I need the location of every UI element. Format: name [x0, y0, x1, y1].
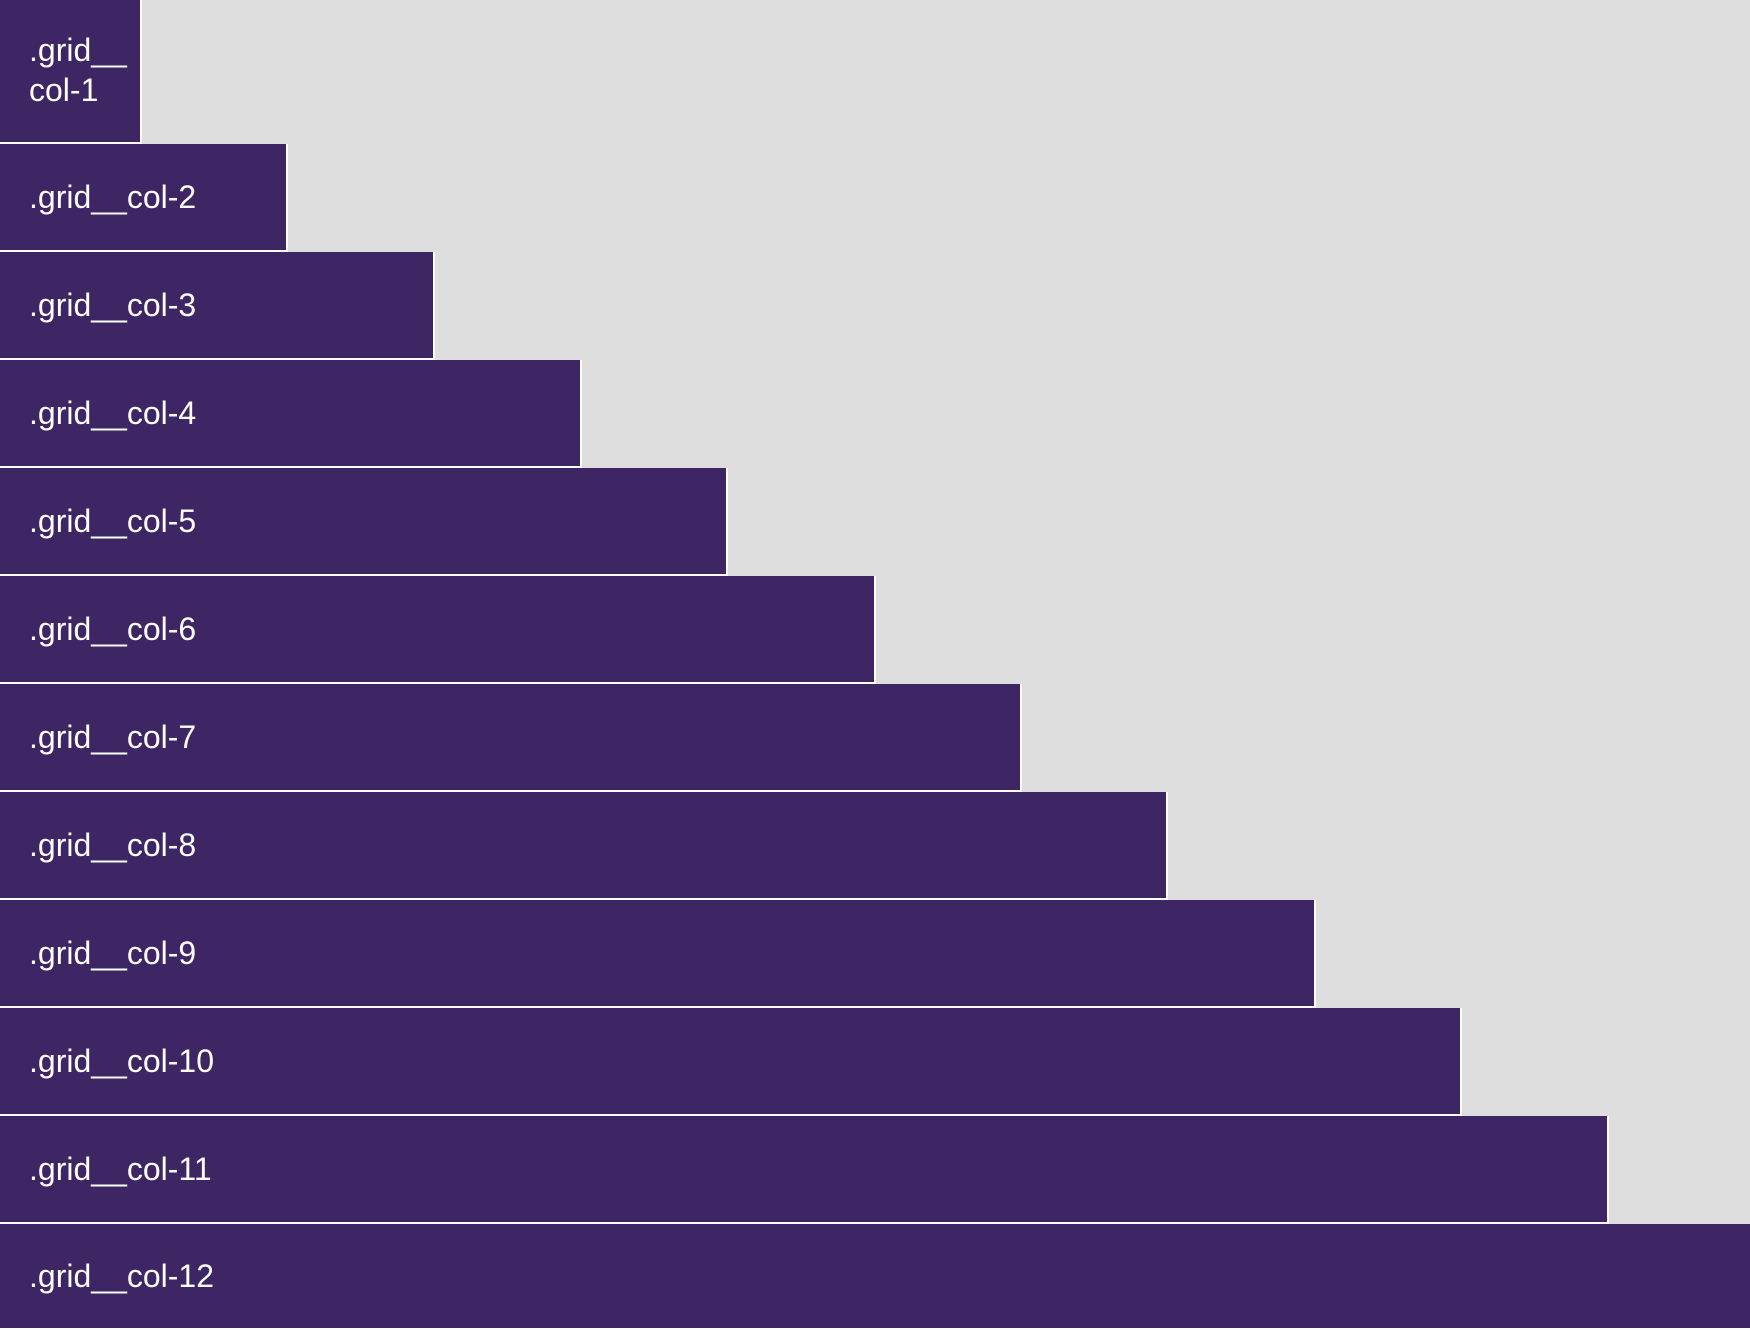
grid-col-10-label: .grid__col-10	[29, 1043, 214, 1079]
grid-col-7-label: .grid__col-7	[29, 719, 197, 755]
grid-col-8-label: .grid__col-8	[29, 827, 197, 863]
grid-col-6-label: .grid__col-6	[29, 611, 197, 647]
grid-col-10-block: .grid__col-10	[0, 1008, 1462, 1116]
grid-col-9-block: .grid__col-9	[0, 900, 1316, 1008]
grid-col-5-label: .grid__col-5	[29, 503, 197, 539]
grid-col-9-label: .grid__col-9	[29, 935, 197, 971]
grid-col-1-block: .grid__col-1	[0, 0, 142, 144]
grid-col-3-label: .grid__col-3	[29, 287, 197, 323]
grid-col-2-label: .grid__col-2	[29, 179, 197, 215]
grid-col-12-block: .grid__col-12	[0, 1224, 1750, 1330]
grid-col-11-block: .grid__col-11	[0, 1116, 1609, 1224]
grid-col-3-block: .grid__col-3	[0, 252, 435, 360]
grid-col-11-label: .grid__col-11	[29, 1151, 212, 1187]
grid-col-5-block: .grid__col-5	[0, 468, 728, 576]
grid-col-6-block: .grid__col-6	[0, 576, 876, 684]
grid-col-2-block: .grid__col-2	[0, 144, 288, 252]
grid-col-12-label: .grid__col-12	[29, 1258, 214, 1294]
grid-col-1-label: .grid__col-1	[29, 32, 127, 108]
grid-col-4-label: .grid__col-4	[29, 395, 197, 431]
grid-col-4-block: .grid__col-4	[0, 360, 582, 468]
grid-col-8-block: .grid__col-8	[0, 792, 1168, 900]
grid-col-7-block: .grid__col-7	[0, 684, 1022, 792]
